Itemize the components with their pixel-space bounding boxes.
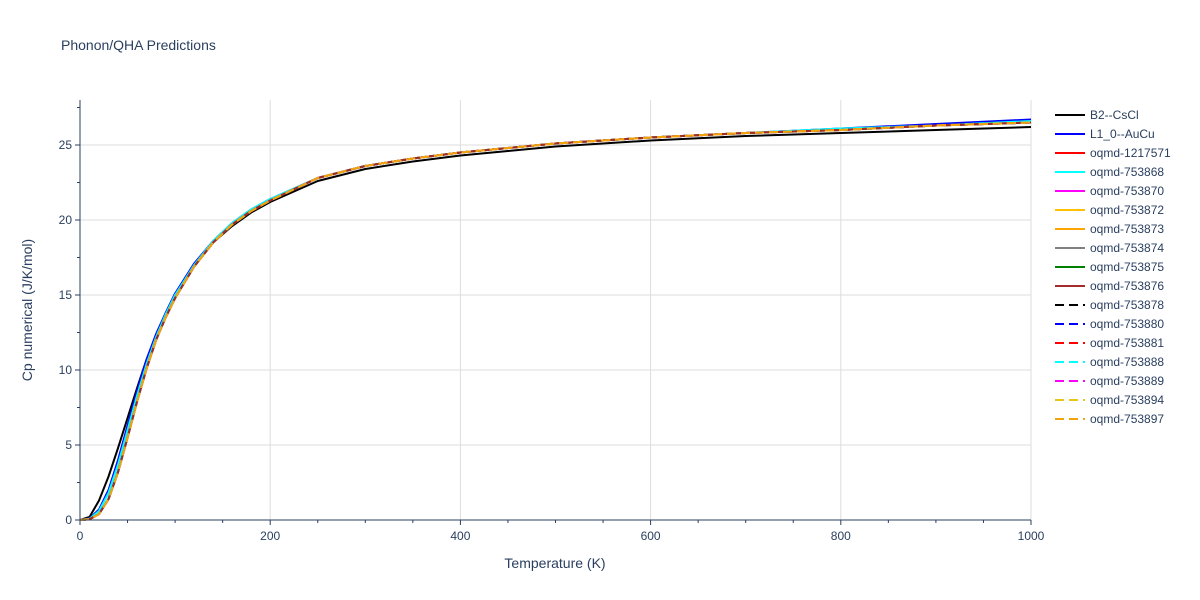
axes: 0 200 400 600 800 1000 0 5 10 15 20 25 [59, 100, 1045, 543]
legend-item[interactable]: oqmd-753875 [1055, 260, 1164, 274]
y-tick-label: 25 [59, 138, 73, 152]
x-axis-title: Temperature (K) [504, 555, 605, 571]
legend-label: oqmd-753872 [1090, 203, 1164, 217]
x-tick-label: 400 [450, 529, 470, 543]
y-tick-label: 15 [59, 288, 73, 302]
legend-label: oqmd-753881 [1090, 336, 1164, 350]
legend-item[interactable]: oqmd-753868 [1055, 165, 1164, 179]
series-line [79, 126, 1032, 521]
legend-item[interactable]: oqmd-753889 [1055, 374, 1164, 388]
legend-label: oqmd-753888 [1090, 355, 1164, 369]
x-tick-label: 0 [77, 529, 84, 543]
legend-label: oqmd-753876 [1090, 279, 1164, 293]
x-tick-label: 600 [641, 529, 661, 543]
chart-title: Phonon/QHA Predictions [61, 37, 216, 53]
legend-label: oqmd-753870 [1090, 184, 1164, 198]
legend-label: oqmd-1217571 [1090, 146, 1171, 160]
legend-label: L1_0--AuCu [1090, 127, 1155, 141]
legend-item[interactable]: oqmd-753894 [1055, 393, 1164, 407]
legend-item[interactable]: oqmd-753872 [1055, 203, 1164, 217]
legend-label: oqmd-753889 [1090, 374, 1164, 388]
legend-item[interactable]: oqmd-753874 [1055, 241, 1164, 255]
legend-label: oqmd-753875 [1090, 260, 1164, 274]
legend-label: oqmd-753894 [1090, 393, 1164, 407]
legend-item[interactable]: oqmd-753881 [1055, 336, 1164, 350]
legend-item[interactable]: oqmd-753870 [1055, 184, 1164, 198]
legend-item[interactable]: B2--CsCl [1055, 108, 1139, 122]
legend-item[interactable]: L1_0--AuCu [1055, 127, 1155, 141]
y-tick-label: 0 [65, 513, 72, 527]
x-tick-label: 800 [831, 529, 851, 543]
legend-item[interactable]: oqmd-753897 [1055, 412, 1164, 426]
legend-label: B2--CsCl [1090, 108, 1139, 122]
plot-area [79, 118, 1032, 521]
legend-item[interactable]: oqmd-753878 [1055, 298, 1164, 312]
legend-label: oqmd-753873 [1090, 222, 1164, 236]
legend-item[interactable]: oqmd-753880 [1055, 317, 1164, 331]
x-tick-label: 200 [260, 529, 280, 543]
legend-label: oqmd-753878 [1090, 298, 1164, 312]
legend: B2--CsCl L1_0--AuCu oqmd-1217571 oqmd-75386… [1055, 108, 1171, 426]
y-tick-label: 10 [59, 363, 73, 377]
series-line [79, 121, 1032, 521]
legend-label: oqmd-753874 [1090, 241, 1164, 255]
y-axis-title: Cp numerical (J/K/mol) [19, 239, 35, 381]
legend-item[interactable]: oqmd-753888 [1055, 355, 1164, 369]
legend-item[interactable]: oqmd-1217571 [1055, 146, 1171, 160]
legend-label: oqmd-753868 [1090, 165, 1164, 179]
legend-item[interactable]: oqmd-753873 [1055, 222, 1164, 236]
legend-label: oqmd-753897 [1090, 412, 1164, 426]
x-tick-label: 1000 [1018, 529, 1045, 543]
y-tick-label: 20 [59, 213, 73, 227]
gridlines [80, 100, 1032, 520]
y-tick-label: 5 [65, 438, 72, 452]
legend-label: oqmd-753880 [1090, 317, 1164, 331]
legend-item[interactable]: oqmd-753876 [1055, 279, 1164, 293]
